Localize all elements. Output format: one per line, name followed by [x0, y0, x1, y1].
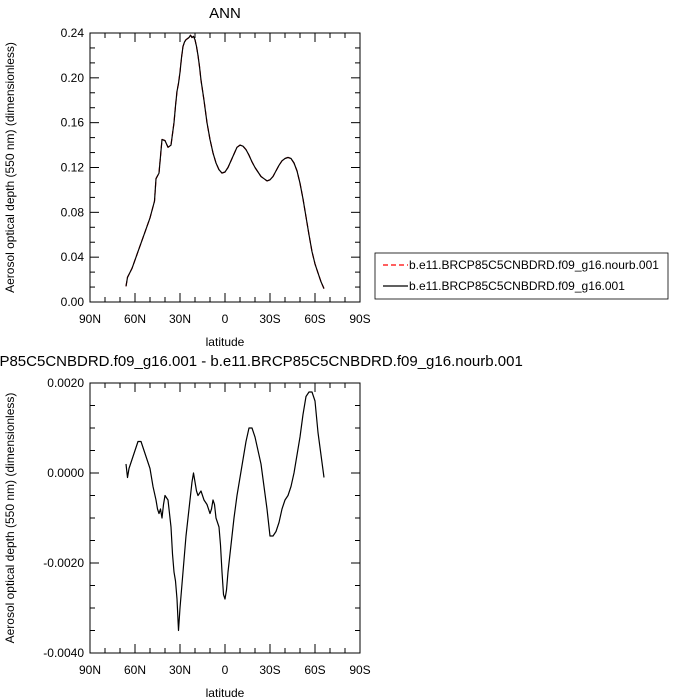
x-tick-label: 60N: [124, 663, 146, 677]
chart-title: b.e11.BRCP85C5CNBDRD.f09_g16.001 - b.e11…: [0, 353, 523, 370]
series-line: [125, 34, 325, 289]
x-tick-label: 90S: [349, 663, 370, 677]
plot-frame: [89, 32, 361, 303]
x-tick-label: 60N: [124, 312, 146, 326]
legend-entry: b.e11.BRCP85C5CNBDRD.f09_g16.nourb.001: [409, 258, 659, 272]
x-tick-label: 0: [222, 312, 229, 326]
y-tick-label: 0.12: [61, 161, 85, 175]
top-plot: ANN 90N 60N 30N 0 30S 60S 90S 0.00 0.04 0.08 0.12 0.…: [3, 5, 371, 349]
legend-entry: b.e11.BRCP85C5CNBDRD.f09_g16.001: [409, 279, 625, 293]
series-line: [125, 34, 325, 289]
x-tick-label: 90S: [349, 312, 370, 326]
x-tick-label: 90N: [79, 663, 101, 677]
series-line: [125, 391, 325, 632]
y-tick-label: 0.0020: [47, 376, 84, 390]
y-tick-label: 0.20: [61, 71, 85, 85]
y-tick-label: 0.0000: [47, 466, 84, 480]
y-tick-label: 0.16: [61, 116, 85, 130]
x-tick-label: 30N: [169, 312, 191, 326]
x-tick-label: 90N: [79, 312, 101, 326]
bottom-plot: b.e11.BRCP85C5CNBDRD.f09_g16.001 - b.e11…: [0, 353, 523, 700]
chart-title: ANN: [209, 5, 241, 22]
y-tick-label: -0.0020: [43, 556, 84, 570]
legend-box: [374, 252, 669, 300]
x-tick-label: 30S: [259, 312, 280, 326]
y-tick-label: 0.00: [61, 295, 85, 309]
y-axis-label: Aerosol optical depth (550 nm) (dimensio…: [3, 393, 17, 644]
x-tick-label: 30N: [169, 663, 191, 677]
y-tick-label: 0.24: [61, 26, 85, 40]
y-axis-label: Aerosol optical depth (550 nm) (dimensio…: [3, 42, 17, 293]
x-tick-label: 0: [222, 663, 229, 677]
plot-frame: [89, 382, 361, 654]
x-axis-label: latitude: [206, 686, 245, 700]
x-tick-label: 30S: [259, 663, 280, 677]
y-tick-label: 0.04: [61, 250, 85, 264]
y-tick-label: -0.0040: [43, 646, 84, 660]
y-tick-label: 0.08: [61, 205, 85, 219]
x-tick-label: 60S: [304, 312, 325, 326]
x-tick-label: 60S: [304, 663, 325, 677]
x-axis-label: latitude: [206, 335, 245, 349]
legend: b.e11.BRCP85C5CNBDRD.f09_g16.nourb.001 b.…: [374, 252, 669, 300]
